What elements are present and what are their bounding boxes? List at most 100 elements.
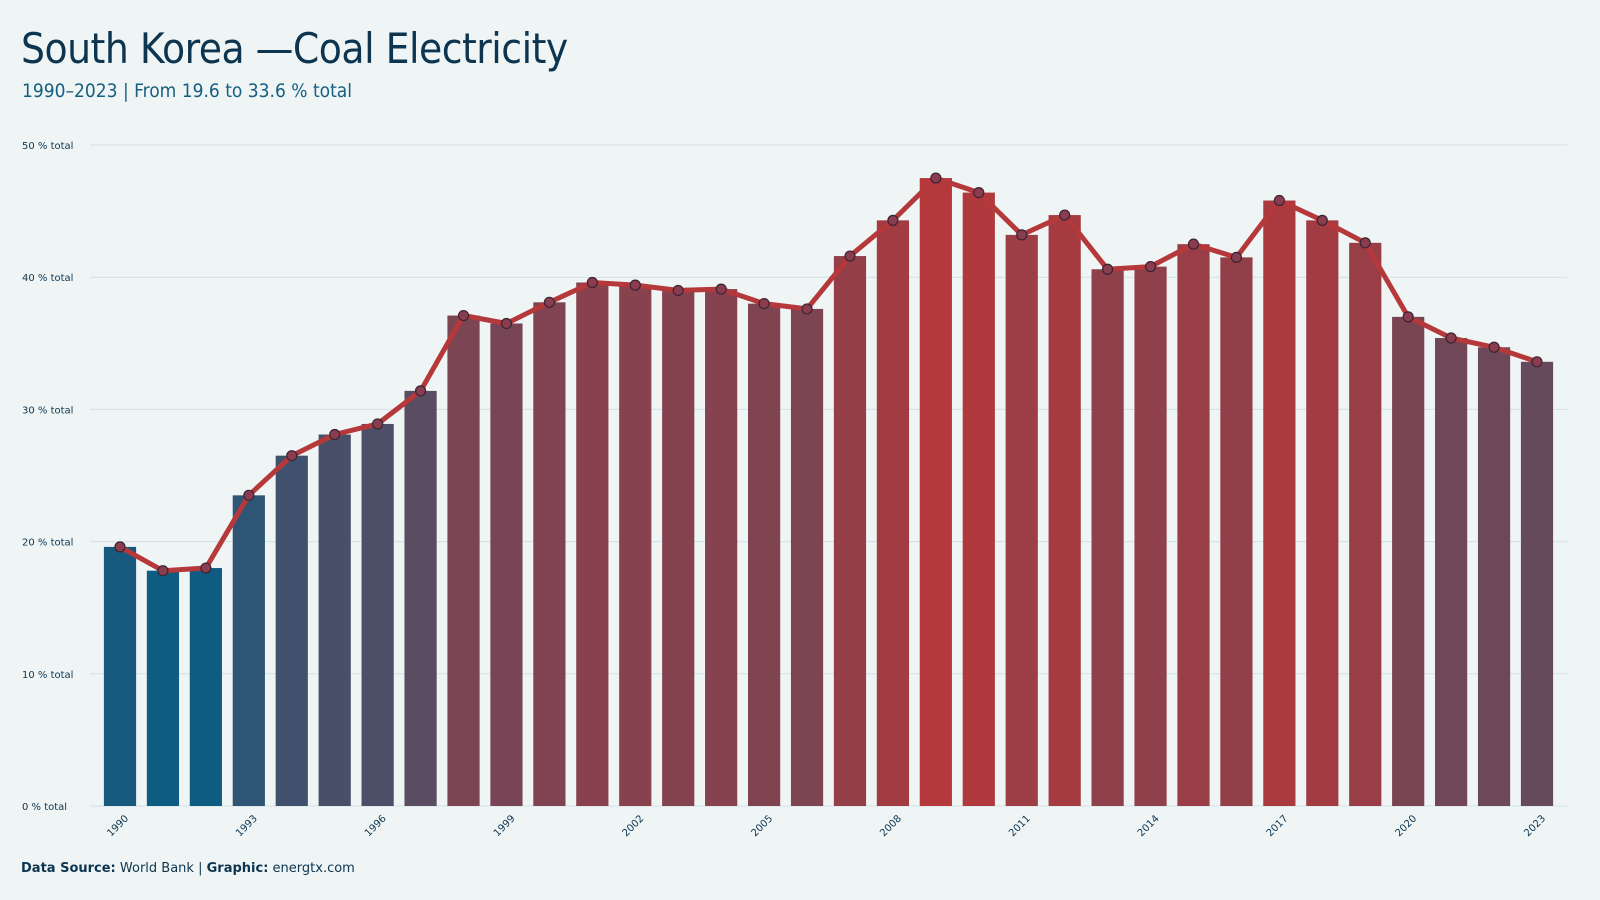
source-label: Data Source: xyxy=(21,861,116,876)
bar-2022 xyxy=(1477,347,1511,806)
point-2023 xyxy=(1531,356,1543,368)
point-2013 xyxy=(1102,263,1114,275)
trend-line xyxy=(117,175,1540,574)
bar-2006 xyxy=(790,308,824,806)
x-tick-label-2014: 2014 xyxy=(1136,813,1162,839)
point-2016 xyxy=(1230,251,1243,263)
x-tick-label-2020: 2020 xyxy=(1394,813,1420,839)
bar-1992 xyxy=(189,568,222,806)
bar-2009 xyxy=(919,178,952,807)
bar-2023 xyxy=(1520,361,1554,806)
bar-2010 xyxy=(962,192,995,807)
graphic-value: energtx.com xyxy=(272,861,355,876)
bar-2000 xyxy=(533,302,566,806)
x-tick-label-2023: 2023 xyxy=(1522,813,1548,839)
point-2021 xyxy=(1445,332,1457,344)
point-1999 xyxy=(500,317,513,330)
point-1997 xyxy=(414,385,427,397)
bar-2008 xyxy=(876,220,910,806)
bar-2001 xyxy=(576,282,609,806)
bar-2005 xyxy=(747,303,781,806)
point-2000 xyxy=(543,296,555,308)
y-tick-label: 0 % total xyxy=(22,802,67,813)
x-tick-label-1990: 1990 xyxy=(105,813,131,839)
point-2010 xyxy=(973,186,985,199)
x-tick-label-2005: 2005 xyxy=(749,813,775,839)
bar-2015 xyxy=(1177,244,1210,806)
bar-1995 xyxy=(318,434,351,806)
point-1995 xyxy=(329,428,341,441)
point-1994 xyxy=(286,450,298,462)
y-tick-label: 50 % total xyxy=(22,141,73,152)
point-2006 xyxy=(801,303,813,315)
point-2011 xyxy=(1016,229,1028,241)
bar-2004 xyxy=(705,289,738,806)
bar-2012 xyxy=(1048,215,1081,807)
bar-2016 xyxy=(1220,257,1253,806)
point-2012 xyxy=(1059,209,1071,221)
point-1996 xyxy=(372,418,384,430)
bar-2014 xyxy=(1134,266,1167,806)
x-tick-label-1996: 1996 xyxy=(363,813,389,839)
bar-2021 xyxy=(1435,338,1468,806)
point-2015 xyxy=(1187,238,1200,250)
point-2007 xyxy=(844,250,856,262)
footer-credits: Data Source: World Bank | Graphic: energ… xyxy=(21,861,355,876)
source-value: World Bank xyxy=(119,861,194,876)
x-tick-label-2011: 2011 xyxy=(1007,813,1033,839)
point-1991 xyxy=(157,565,169,577)
chart-subtitle: 1990–2023 | From 19.6 to 33.6 % total xyxy=(22,80,353,102)
x-axis: 1990 1993 1996 1999 2002 2005 2008 2011 2014 2017… xyxy=(105,813,1548,839)
point-2002 xyxy=(629,279,641,291)
bar-2013 xyxy=(1091,269,1124,806)
point-1993 xyxy=(243,489,255,501)
y-tick-label: 20 % total xyxy=(22,538,73,549)
x-tick-label-1999: 1999 xyxy=(492,813,518,839)
graphic-label: Graphic: xyxy=(206,861,269,876)
data-points xyxy=(114,172,1543,577)
point-1992 xyxy=(200,562,212,574)
x-tick-label-2017: 2017 xyxy=(1265,813,1291,839)
bar-1999 xyxy=(490,323,523,806)
point-2017 xyxy=(1273,194,1285,207)
x-tick-label-2002: 2002 xyxy=(621,813,647,839)
point-2001 xyxy=(586,276,598,289)
point-2018 xyxy=(1316,214,1328,226)
bar-2017 xyxy=(1263,200,1296,807)
point-2020 xyxy=(1402,311,1414,323)
point-1990 xyxy=(114,541,126,553)
point-2003 xyxy=(672,284,684,297)
bar-2002 xyxy=(619,285,652,807)
grid-lines xyxy=(90,144,1567,807)
bar-2019 xyxy=(1349,242,1382,806)
y-tick-label: 30 % total xyxy=(22,405,73,416)
point-1998 xyxy=(457,309,470,322)
point-2009 xyxy=(930,172,942,184)
bar-1994 xyxy=(275,455,308,806)
footer-separator: | xyxy=(198,861,203,876)
bar-1993 xyxy=(232,495,265,806)
y-tick-label: 40 % total xyxy=(22,273,73,284)
point-2022 xyxy=(1488,341,1500,353)
bar-2011 xyxy=(1005,234,1038,806)
bar-2020 xyxy=(1392,316,1425,806)
y-axis: 0 % total 10 % total 20 % total 30 % total 4… xyxy=(22,141,73,813)
y-tick-label: 10 % total xyxy=(22,670,73,681)
bar-1991 xyxy=(146,570,180,806)
bar-2007 xyxy=(833,256,867,807)
bar-1998 xyxy=(447,315,480,806)
bar-2018 xyxy=(1306,220,1339,806)
point-2014 xyxy=(1144,261,1157,273)
bars xyxy=(103,178,1554,807)
x-tick-label-1993: 1993 xyxy=(234,813,260,839)
point-2005 xyxy=(758,298,770,310)
point-2004 xyxy=(715,283,727,295)
bar-1990 xyxy=(103,546,137,806)
bar-1996 xyxy=(361,423,394,806)
chart-title: South Korea —Coal Electricity xyxy=(21,24,568,73)
bar-1997 xyxy=(404,390,437,806)
point-2019 xyxy=(1359,237,1371,249)
x-tick-label-2008: 2008 xyxy=(878,813,904,839)
point-2008 xyxy=(887,214,899,226)
